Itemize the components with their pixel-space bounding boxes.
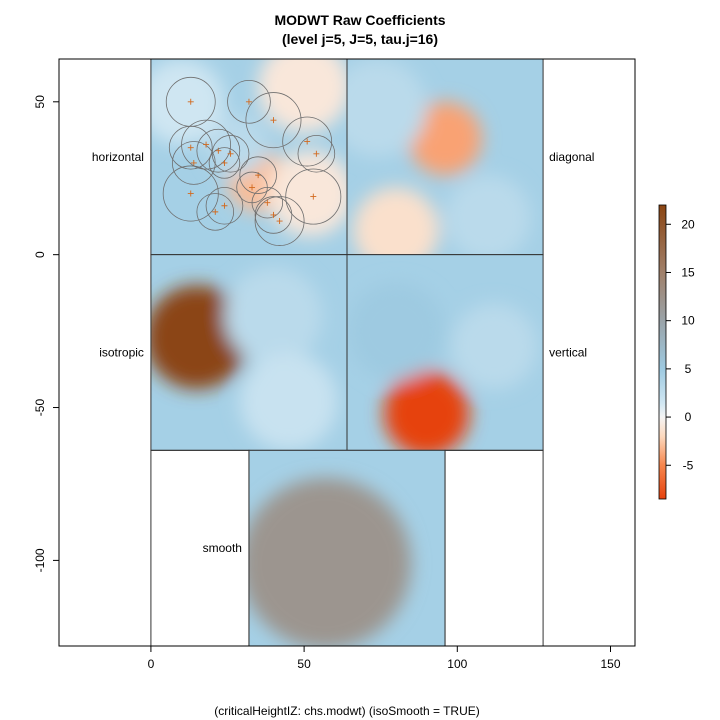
- colorbar-tick-label: 10: [681, 314, 695, 328]
- chart-subtitle: (level j=5, J=5, tau.j=16): [281, 31, 439, 47]
- feature-center-marker: [187, 144, 194, 151]
- coefficient-blob: [347, 59, 427, 157]
- feature-circle: [239, 156, 277, 194]
- coefficient-blob: [267, 150, 347, 237]
- coefficient-blob: [408, 101, 482, 176]
- feature-center-marker: [276, 218, 283, 225]
- panel-label-smooth: smooth: [203, 541, 242, 555]
- coefficient-blob: [353, 187, 439, 255]
- coefficient-blob: [451, 303, 537, 390]
- x-tick-label: 50: [297, 657, 311, 671]
- panel-diagonal: [347, 59, 544, 255]
- coefficient-blob: [383, 370, 470, 451]
- feature-center-marker: [221, 202, 228, 209]
- feature-center-marker: [227, 150, 234, 157]
- coefficient-blob: [224, 266, 323, 365]
- panels-layer: [150, 58, 544, 647]
- feature-circle: [168, 125, 213, 170]
- panel-label-diagonal: diagonal: [549, 150, 594, 164]
- axes-layer: 0 50 100 150 50 0 -50 -100: [33, 58, 636, 671]
- feature-center-marker: [270, 117, 277, 124]
- feature-center-marker: [190, 159, 197, 166]
- labels-layer: horizontal diagonal isotropic vertical smoot…: [92, 150, 595, 555]
- colorbar-gradient: [658, 204, 667, 500]
- colorbar-tick-label: 0: [685, 410, 692, 424]
- coefficient-blob: [248, 477, 412, 647]
- y-tick-label: -100: [33, 548, 47, 572]
- coefficient-blob: [258, 59, 347, 133]
- feature-circle: [251, 186, 284, 219]
- feature-center-marker: [221, 159, 228, 166]
- panel-horizontal: [150, 59, 347, 255]
- feature-center-marker: [245, 98, 252, 105]
- colorbar-tick-label: 15: [681, 265, 695, 279]
- panel-isotropic: [150, 254, 347, 451]
- feature-center-marker: [203, 141, 210, 148]
- feature-circle: [245, 92, 302, 149]
- footnote: (criticalHeightIZ: chs.modwt) (isoSmooth…: [214, 704, 480, 718]
- feature-circle: [205, 186, 244, 225]
- feature-circle: [181, 119, 231, 170]
- coefficient-blob: [150, 285, 249, 390]
- panel-smooth: [248, 450, 446, 647]
- feature-circle: [227, 79, 271, 124]
- panel-vertical: [347, 254, 544, 451]
- chart-title: MODWT Raw Coefficients: [274, 12, 446, 28]
- x-tick-label: 150: [600, 657, 620, 671]
- feature-center-marker: [249, 184, 256, 191]
- y-tick-label: -50: [33, 399, 47, 417]
- x-tick-label: 100: [447, 657, 467, 671]
- feature-center-marker: [264, 199, 271, 206]
- feature-circle: [171, 141, 216, 185]
- feature-circle: [297, 134, 336, 173]
- feature-circle: [282, 116, 333, 167]
- colorbar-tick-label: -5: [683, 458, 694, 472]
- feature-center-marker: [313, 150, 320, 157]
- feature-circle: [208, 147, 241, 179]
- feature-center-marker: [212, 208, 219, 215]
- feature-center-marker: [310, 193, 317, 200]
- x-tick-label: 0: [148, 657, 155, 671]
- y-tick-label: 50: [33, 95, 47, 109]
- colorbar-tick-label: 20: [681, 217, 695, 231]
- feature-center-marker: [187, 190, 194, 197]
- feature-center-marker: [187, 98, 194, 105]
- circles-layer: [162, 76, 342, 246]
- coefficient-blob: [445, 175, 531, 255]
- coefficient-blob: [150, 59, 225, 145]
- feature-circle: [196, 193, 235, 231]
- feature-center-marker: [270, 211, 277, 218]
- empty-cell-border: [444, 449, 544, 647]
- panel-label-isotropic: isotropic: [99, 346, 144, 360]
- panel-label-vertical: vertical: [549, 346, 587, 360]
- colorbar: 20 15 10 5 0 -5: [658, 204, 695, 500]
- feature-center-marker: [304, 138, 311, 145]
- coefficient-blob: [239, 352, 338, 451]
- panel-label-horizontal: horizontal: [92, 150, 144, 164]
- coefficient-blob: [347, 282, 446, 381]
- y-tick-label: 0: [33, 251, 47, 258]
- feature-circle: [254, 196, 305, 246]
- feature-circle: [196, 128, 241, 173]
- colorbar-tick-label: 5: [685, 362, 692, 376]
- feature-circle: [285, 168, 342, 225]
- feature-circle: [254, 196, 293, 234]
